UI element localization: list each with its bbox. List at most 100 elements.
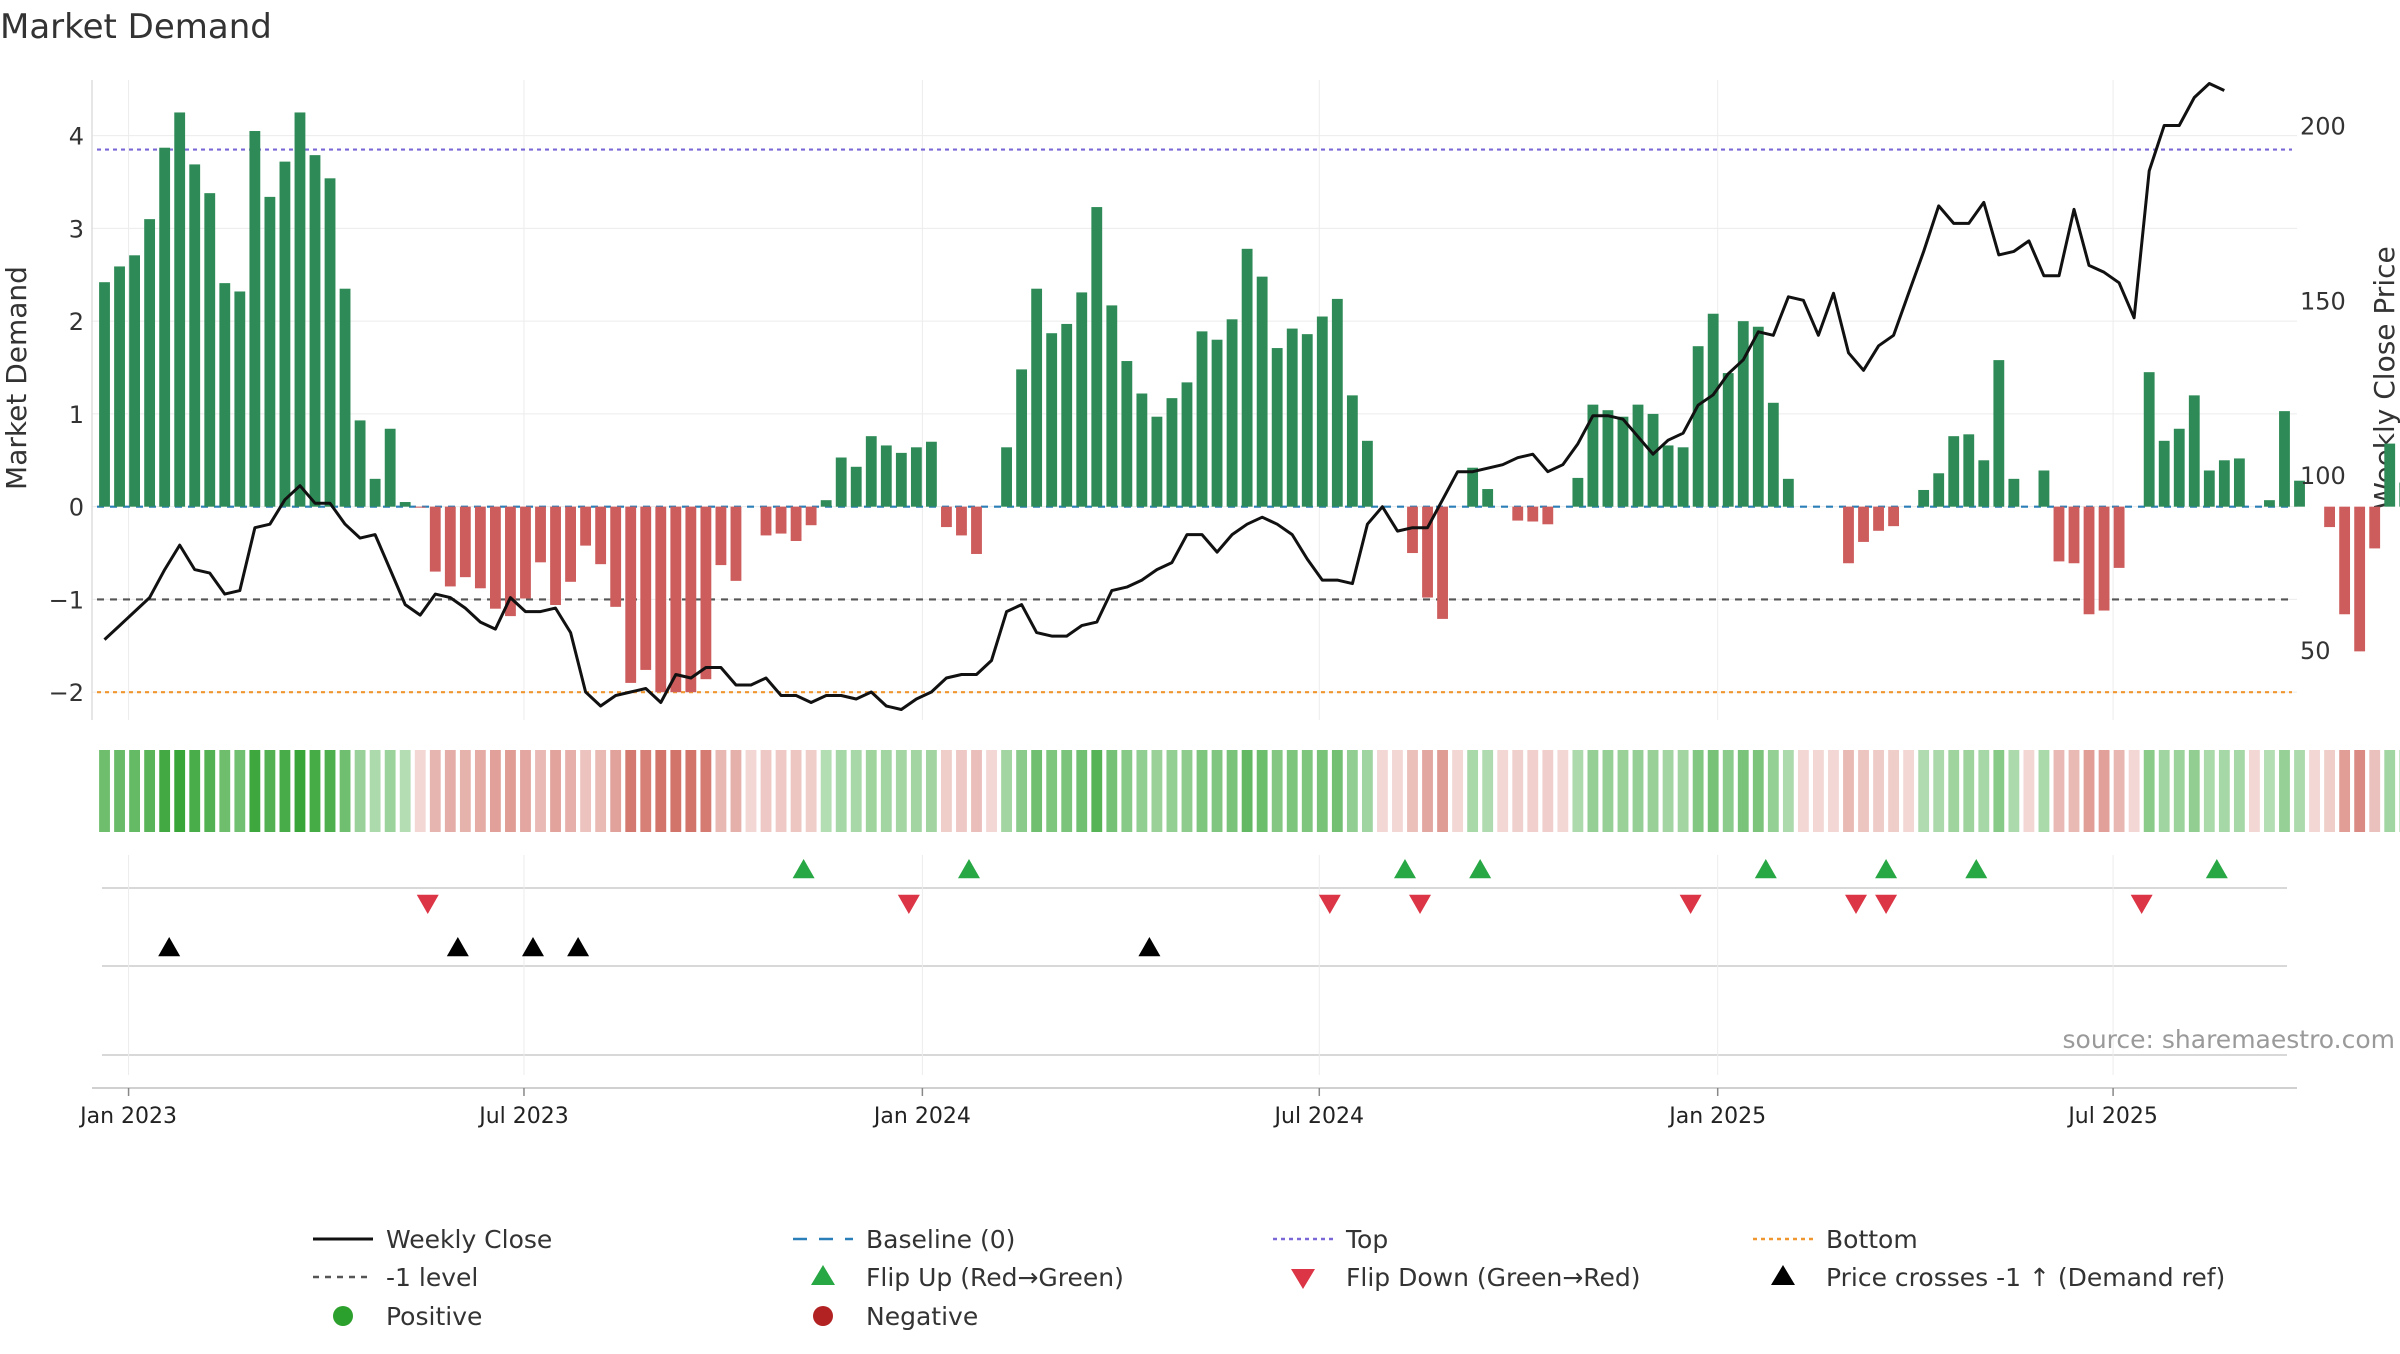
demand-bar [1542,506,1554,525]
heat-cell [2218,750,2230,832]
demand-bar [1512,506,1524,521]
demand-bar [550,506,561,605]
demand-bar [865,436,877,507]
x-axis: Jan 2023 Jul 2023 Jan 2024 Jul 2024 Jan 2025… [78,1087,2297,1129]
demand-bar [1948,436,1960,507]
heat-cell [1331,750,1343,832]
heat-cell [1662,750,1674,832]
heat-cell [474,750,486,832]
demand-bar [129,255,140,507]
y2-tick-label: 100 [2300,462,2346,490]
demand-bar [565,506,576,582]
heat-cell [444,750,456,832]
demand-bar [414,506,426,508]
demand-bar [1091,207,1103,507]
heat-cell [850,750,862,832]
heat-cell [1933,750,1945,832]
demand-bar [1752,326,1764,507]
legend-label: Flip Up (Red→Green) [866,1263,1124,1292]
demand-bar [1572,477,1584,507]
demand-bar [1602,410,1614,507]
demand-bar [925,441,937,507]
heat-cell [324,750,336,832]
price-cross-marker [567,937,590,957]
demand-bar [219,283,231,507]
legend-label: Negative [866,1302,978,1331]
demand-bar [1422,506,1433,598]
demand-bar [730,506,742,581]
legend-swatch [811,1265,835,1285]
y2-tick-label: 200 [2300,112,2346,140]
legend-item-flipdown: Flip Down (Green→Red) [1291,1263,1641,1292]
heat-cell [1452,750,1464,832]
demand-bar [1482,489,1494,507]
heat-cell [1422,750,1433,832]
heat-cell [399,750,411,832]
heat-cell [1843,750,1854,832]
demand-bar [775,506,787,534]
demand-bar [2098,506,2110,611]
heat-cell [565,750,576,832]
heat-cell [1301,750,1313,832]
demand-bar [1136,393,1148,507]
heat-cell [715,750,727,832]
demand-bar [1031,288,1043,507]
heat-cell [1181,750,1193,832]
flip-down-marker [416,894,439,914]
legend-item-cross: Price crosses -1 ↑ (Demand ref) [1771,1263,2225,1292]
heat-cell [1106,750,1118,832]
demand-bar [1677,447,1689,507]
heat-cell [2384,750,2396,832]
demand-bar [1301,334,1313,507]
heat-cell [99,750,110,832]
heat-cell [1467,750,1479,832]
demand-bar [474,506,486,589]
heat-cell [219,750,231,832]
demand-bar [670,506,682,693]
heat-cell [1286,750,1298,832]
demand-bar [835,457,847,507]
heat-cell [1046,750,1058,832]
demand-bar [805,506,817,526]
heat-cell [2354,750,2366,832]
heat-cell [1903,750,1915,832]
demand-bar [2203,470,2215,507]
flip-up-marker [2205,859,2228,879]
demand-bar [2324,506,2335,528]
demand-bar [1271,348,1283,507]
heat-cell [910,750,922,832]
demand-bar [2264,500,2275,507]
demand-heatstrip [99,750,2400,832]
demand-bar [1407,506,1418,554]
legend-item-baseline: Baseline (0) [793,1225,1015,1254]
heat-cell [1392,750,1403,832]
demand-bar [1737,321,1749,507]
legend-item-close: Weekly Close [313,1225,552,1254]
heat-cell [505,750,516,832]
heat-cell [971,750,982,832]
legend-label: -1 level [386,1263,478,1292]
heat-cell [2188,750,2200,832]
demand-bar [1106,305,1118,507]
heat-cell [1647,750,1659,832]
demand-bar [1858,506,1869,542]
heat-cell [865,750,877,832]
heat-cell [941,750,952,832]
heat-cell [369,750,381,832]
demand-bar [760,506,772,536]
heat-cell [685,750,697,832]
grid [92,80,2297,720]
demand-bar [820,500,832,507]
flip-down-marker [2130,894,2153,914]
demand-bar [384,428,396,507]
demand-bar [1888,506,1900,527]
demand-bar [1632,404,1644,507]
heat-cell [1602,750,1614,832]
demand-bar [971,506,982,554]
demand-bar [159,147,171,507]
demand-bar [2143,372,2155,507]
heat-cell [1346,750,1358,832]
flip-up-marker [792,859,815,879]
flip-up-marker [1469,859,1492,879]
